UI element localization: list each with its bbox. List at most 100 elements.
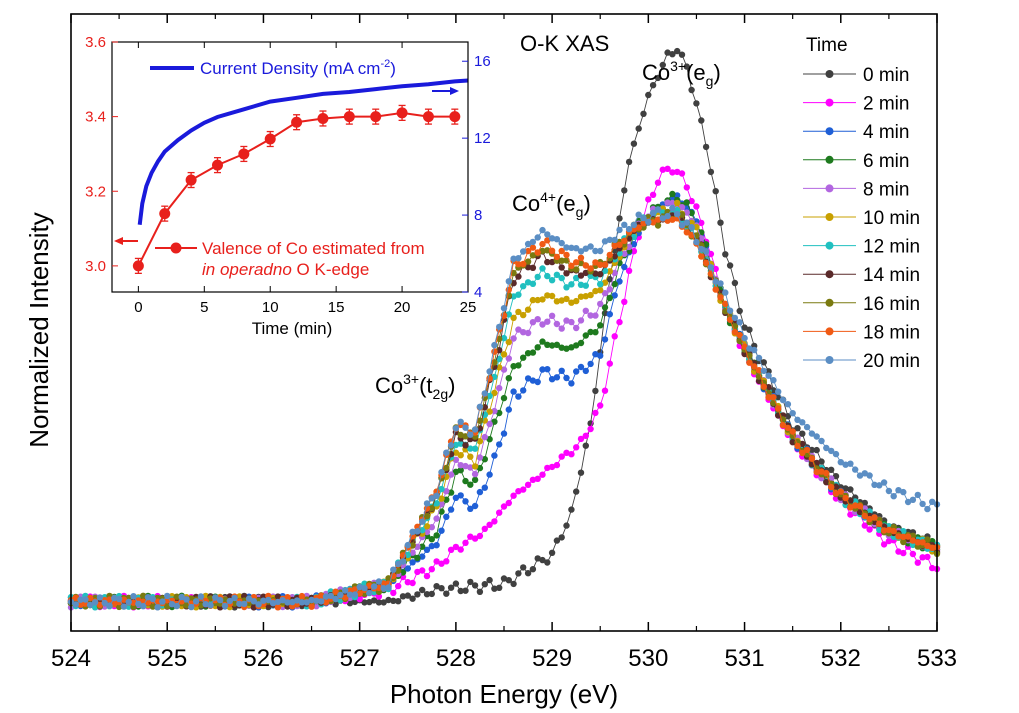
data-point [390, 566, 397, 573]
data-point [505, 278, 512, 285]
data-point [597, 322, 604, 329]
data-point [342, 594, 349, 601]
data-point [505, 577, 512, 584]
data-point [404, 592, 411, 599]
data-point [808, 446, 816, 454]
data-point [467, 453, 474, 460]
data-point [683, 199, 690, 206]
legend-item: 4 min [803, 122, 909, 143]
data-point [236, 600, 243, 608]
valence-marker [238, 148, 250, 160]
data-point [395, 598, 402, 605]
data-point [548, 549, 556, 556]
data-point [654, 206, 662, 213]
data-point [895, 533, 902, 540]
data-point [587, 243, 594, 250]
data-point [577, 281, 585, 288]
data-point [481, 456, 488, 463]
data-point [789, 428, 796, 435]
data-point [491, 407, 498, 415]
data-point [115, 603, 123, 611]
legend-label: 14 min [863, 265, 920, 286]
data-point [380, 580, 387, 587]
valence-marker [343, 111, 355, 123]
data-point [573, 488, 580, 495]
data-point [832, 473, 840, 480]
series-20-min [67, 204, 941, 611]
data-point [587, 360, 594, 368]
data-point [120, 603, 128, 610]
data-point [577, 339, 585, 347]
data-point [630, 248, 638, 255]
data-point [693, 100, 700, 107]
data-point [563, 522, 570, 529]
data-point [366, 582, 373, 589]
data-point [548, 235, 556, 242]
data-point [645, 218, 652, 226]
data-point [832, 490, 840, 497]
data-point [553, 537, 561, 544]
data-point [890, 493, 897, 500]
data-point [520, 260, 527, 268]
data-point [443, 464, 450, 472]
data-point [558, 264, 565, 271]
data-point [529, 566, 537, 573]
data-point [587, 272, 594, 279]
data-point [164, 603, 171, 610]
data-point [457, 467, 464, 474]
data-point [919, 554, 926, 561]
data-point [447, 506, 455, 513]
legend-item: 2 min [803, 94, 909, 115]
data-point [914, 491, 921, 499]
data-point [457, 462, 464, 469]
main-series-layer [67, 47, 941, 611]
data-point [813, 468, 820, 476]
data-point [491, 418, 498, 425]
data-point [640, 214, 647, 222]
data-point [491, 348, 498, 355]
data-point [683, 229, 690, 236]
data-point [573, 274, 580, 282]
data-point [929, 544, 936, 551]
data-point [606, 360, 613, 367]
data-point [500, 334, 508, 342]
legend-label: 16 min [863, 294, 920, 315]
data-point [428, 505, 435, 512]
data-point [207, 595, 214, 602]
data-point [539, 366, 546, 373]
valence-point [185, 171, 197, 189]
data-point [351, 591, 359, 598]
data-point [496, 409, 503, 417]
data-point [659, 215, 666, 222]
data-point [318, 592, 325, 599]
data-point [601, 304, 609, 311]
data-point [534, 555, 541, 562]
data-point [553, 271, 561, 278]
data-point [866, 515, 873, 523]
data-point [611, 292, 618, 299]
x-tick-label: 531 [725, 645, 765, 672]
data-point [544, 247, 551, 254]
valence-marker [449, 111, 461, 123]
data-point [428, 542, 435, 550]
data-point [423, 500, 431, 507]
data-point [409, 533, 416, 540]
data-point [924, 536, 931, 543]
data-point [125, 598, 132, 606]
data-point [582, 442, 589, 449]
data-point [726, 307, 734, 314]
data-point [351, 598, 359, 606]
data-point [553, 461, 561, 469]
data-point [178, 593, 185, 601]
data-point [255, 601, 262, 608]
data-point [462, 539, 469, 546]
data-point [924, 505, 931, 513]
inset-axes-layer: 0 5 10 15 20 25 3.0 3.2 3.4 3.6 4 8 12 16 [85, 34, 491, 316]
data-point [616, 278, 623, 285]
data-point [573, 297, 580, 305]
data-point [558, 453, 565, 460]
data-point [553, 236, 561, 243]
data-point [524, 481, 532, 488]
data-point [471, 582, 479, 589]
data-point [515, 291, 522, 298]
